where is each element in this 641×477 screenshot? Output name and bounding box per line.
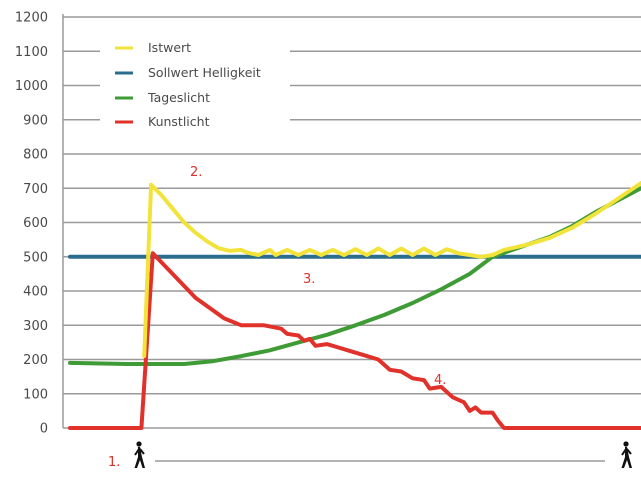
walking-person-icon: [134, 441, 145, 468]
y-tick-label: 700: [23, 182, 48, 197]
y-tick-label: 100: [23, 387, 48, 402]
y-tick-label: 400: [23, 285, 48, 300]
annotation-1: 1.: [108, 455, 120, 470]
legend: Istwert Sollwert Helligkeit Tageslicht K…: [115, 40, 261, 129]
y-axis-ticks: 0 100 200 300 400 500 600 700 800 900 1000 1100 1200: [15, 11, 48, 437]
legend-label-tageslicht: Tageslicht: [147, 90, 210, 105]
legend-label-sollwert: Sollwert Helligkeit: [148, 65, 261, 80]
y-tick-label: 1100: [15, 45, 48, 60]
series-line-tageslicht: [68, 186, 641, 366]
legend-label-kunstlicht: Kunstlicht: [148, 114, 210, 129]
annotation-3: 3.: [303, 272, 315, 287]
y-tick-label: 200: [23, 353, 48, 368]
legend-background: [100, 36, 290, 132]
annotation-4: 4.: [434, 373, 446, 388]
y-tick-label: 0: [40, 422, 48, 437]
series-line-istwert: [142, 181, 641, 359]
y-tick-label: 1200: [15, 11, 48, 26]
annotation-2: 2.: [190, 165, 202, 180]
y-tick-label: 1000: [15, 79, 48, 94]
y-tick-label: 900: [23, 113, 48, 128]
y-tick-label: 500: [23, 250, 48, 265]
y-tick-label: 300: [23, 319, 48, 334]
y-tick-label: 600: [23, 216, 48, 231]
series-line-kunstlicht: [68, 251, 641, 430]
walking-person-icon: [621, 441, 632, 468]
series-lines: [68, 181, 641, 430]
legend-label-istwert: Istwert: [148, 40, 191, 55]
y-tick-label: 800: [23, 148, 48, 163]
